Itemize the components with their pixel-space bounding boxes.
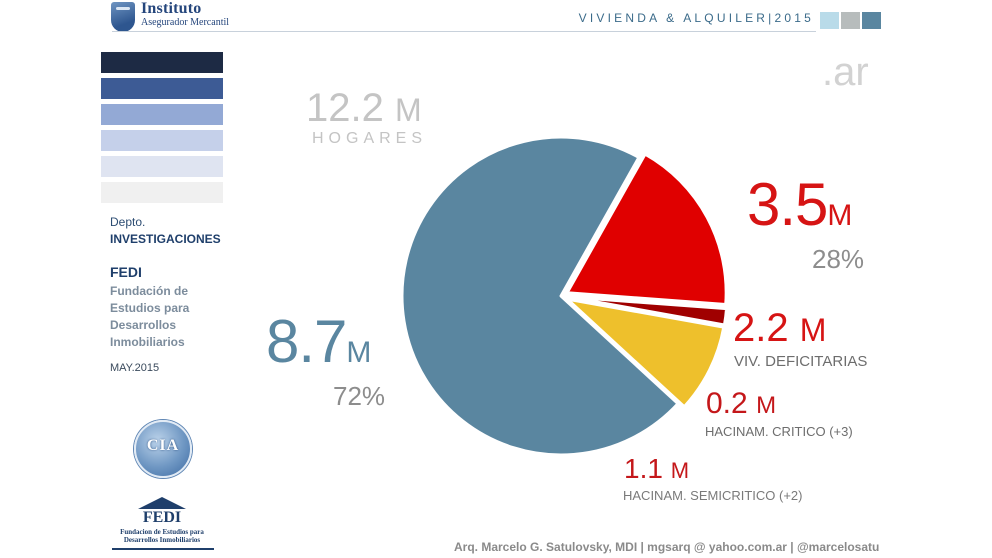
color-swatch-navy: [101, 52, 223, 73]
total-label: HOGARES: [312, 130, 428, 147]
slice-critico-label: HACINAM. CRITICO (+3): [705, 424, 853, 439]
slice-critico-value: 0.2 M: [706, 387, 777, 420]
slice-deficitarias-value: 2.2 M: [733, 306, 827, 350]
logo-name: Instituto: [141, 0, 202, 17]
dept-label: Depto.: [110, 215, 146, 229]
color-swatch-periwinkle: [101, 104, 223, 125]
slice-critico: [566, 295, 729, 327]
fedi-logo-subtitle: Fundacion de Estudios para Desarrollos I…: [120, 528, 204, 544]
org-full-name: Fundación de Estudios para Desarrollos I…: [110, 284, 190, 349]
group-right-value: 3.5M: [747, 171, 853, 238]
dept-name: INVESTIGACIONES: [110, 232, 221, 246]
brand-suffix: .ar: [822, 50, 869, 94]
report-date: MAY.2015: [110, 362, 160, 374]
header-square-grey: [841, 12, 860, 29]
header-square-steel-blue: [862, 12, 881, 29]
group-left-percent: 72%: [333, 381, 386, 411]
color-swatch-pale-blue: [101, 156, 223, 177]
color-swatch-light-grey: [101, 182, 223, 203]
cia-logo-icon: [134, 420, 192, 478]
instituto-logo-shield-icon: [111, 2, 135, 32]
header-title: VIVIENDA & ALQUILER|2015: [578, 11, 814, 25]
slice-semicritico-label: HACINAM. SEMICRITICO (+2): [623, 488, 803, 503]
header-square-light-blue: [820, 12, 839, 29]
cia-logo-text: CIA: [146, 437, 180, 454]
color-swatch-light-periwinkle: [101, 130, 223, 151]
group-right-percent: 28%: [812, 244, 865, 274]
header-divider: [112, 31, 816, 32]
logo-subtitle: Asegurador Mercantil: [141, 17, 230, 28]
footer-credits: Arq. Marcelo G. Satulovsky, MDI | mgsarq…: [454, 540, 880, 554]
fedi-logo-text: FEDI: [142, 509, 182, 526]
slice-semicritico: [565, 297, 726, 409]
total-value: 12.2 M: [306, 86, 422, 130]
fedi-logo-roof-icon: [138, 497, 186, 509]
org-name: FEDI: [110, 264, 142, 280]
slice-hogares-ok: [400, 135, 680, 457]
fedi-logo-underline: [112, 548, 214, 550]
slice-deficitarias-label: VIV. DEFICITARIAS: [734, 353, 868, 370]
group-left-value: 8.7M: [266, 308, 372, 375]
color-swatch-blue: [101, 78, 223, 99]
slice-semicritico-value: 1.1 M: [624, 453, 690, 484]
slice-deficitarias: [565, 152, 728, 306]
